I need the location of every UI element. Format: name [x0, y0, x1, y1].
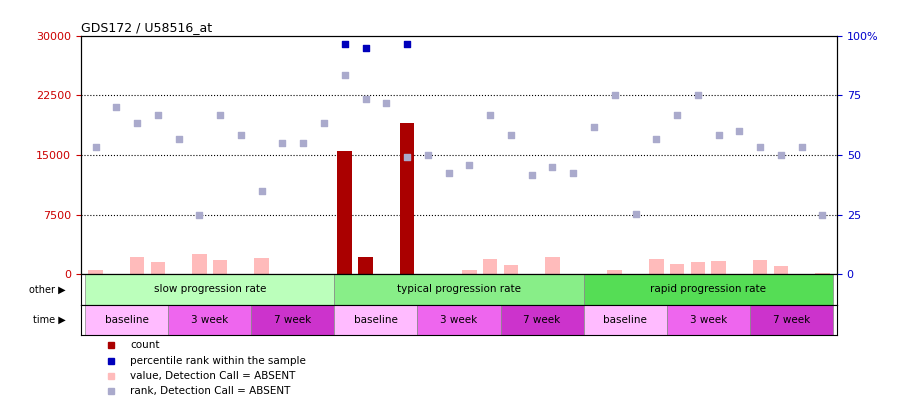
Point	[275, 140, 290, 146]
Text: percentile rank within the sample: percentile rank within the sample	[130, 356, 306, 366]
Point	[525, 172, 539, 178]
Point	[420, 152, 435, 158]
Point	[753, 144, 768, 150]
Point	[296, 140, 310, 146]
Bar	[338, 151, 352, 274]
Point	[317, 120, 331, 126]
Bar	[150, 263, 165, 274]
Point	[441, 170, 455, 177]
Point	[545, 164, 560, 170]
Text: baseline: baseline	[104, 315, 148, 325]
Bar	[545, 257, 560, 274]
Bar	[192, 254, 207, 274]
Bar	[667, 305, 750, 335]
Bar	[483, 259, 498, 274]
Point	[213, 112, 228, 118]
Text: rank, Detection Call = ABSENT: rank, Detection Call = ABSENT	[130, 386, 291, 396]
Point	[774, 152, 788, 158]
Text: 3 week: 3 week	[440, 315, 478, 325]
Text: baseline: baseline	[603, 315, 647, 325]
Bar	[130, 257, 144, 274]
Bar	[608, 270, 622, 274]
Point	[338, 72, 352, 78]
Point	[587, 124, 601, 130]
Point	[358, 96, 373, 103]
Point	[711, 132, 725, 138]
Point	[379, 100, 393, 107]
Bar	[690, 263, 705, 274]
Point	[234, 132, 248, 138]
Text: GDS172 / U58516_at: GDS172 / U58516_at	[81, 21, 212, 34]
Text: 7 week: 7 week	[773, 315, 810, 325]
Bar	[400, 123, 414, 274]
Point	[171, 136, 185, 142]
Bar	[88, 270, 103, 274]
Point	[504, 132, 518, 138]
Point	[815, 211, 830, 218]
Bar	[500, 305, 583, 335]
Point	[795, 144, 809, 150]
Point	[193, 211, 207, 218]
Bar	[251, 305, 335, 335]
Bar	[750, 305, 832, 335]
Point	[566, 170, 580, 177]
Text: slow progression rate: slow progression rate	[154, 284, 266, 294]
Text: rapid progression rate: rapid progression rate	[650, 284, 766, 294]
Text: value, Detection Call = ABSENT: value, Detection Call = ABSENT	[130, 371, 295, 381]
Text: other ▶: other ▶	[30, 284, 66, 294]
Point	[463, 162, 477, 168]
Bar	[504, 265, 518, 274]
Point	[733, 128, 747, 134]
Point	[150, 112, 165, 118]
Bar	[774, 266, 788, 274]
Point	[338, 40, 352, 47]
Point	[88, 144, 103, 150]
Point	[690, 92, 705, 99]
Bar	[86, 274, 335, 305]
Point	[628, 211, 643, 217]
Bar	[583, 274, 832, 305]
Point	[255, 188, 269, 194]
Bar	[815, 273, 830, 274]
Bar	[418, 305, 500, 335]
Point	[109, 104, 123, 110]
Text: 3 week: 3 week	[191, 315, 229, 325]
Text: 7 week: 7 week	[524, 315, 561, 325]
Bar	[462, 270, 477, 274]
Text: typical progression rate: typical progression rate	[397, 284, 521, 294]
Point	[483, 112, 498, 118]
Text: time ▶: time ▶	[33, 315, 66, 325]
Bar	[335, 274, 583, 305]
Bar	[358, 257, 373, 274]
Bar	[86, 305, 168, 335]
Text: 7 week: 7 week	[274, 315, 311, 325]
Bar	[583, 305, 667, 335]
Bar	[753, 260, 768, 274]
Bar	[711, 261, 726, 274]
Bar	[255, 258, 269, 274]
Point	[649, 136, 663, 142]
Point	[400, 154, 414, 160]
Point	[358, 44, 373, 51]
Text: baseline: baseline	[354, 315, 398, 325]
Bar	[670, 264, 684, 274]
Point	[608, 92, 622, 99]
Text: 3 week: 3 week	[689, 315, 727, 325]
Point	[130, 120, 144, 126]
Text: count: count	[130, 340, 159, 350]
Point	[400, 40, 414, 47]
Bar	[649, 259, 663, 274]
Bar	[168, 305, 251, 335]
Bar	[213, 260, 228, 274]
Point	[670, 112, 684, 118]
Bar	[335, 305, 418, 335]
